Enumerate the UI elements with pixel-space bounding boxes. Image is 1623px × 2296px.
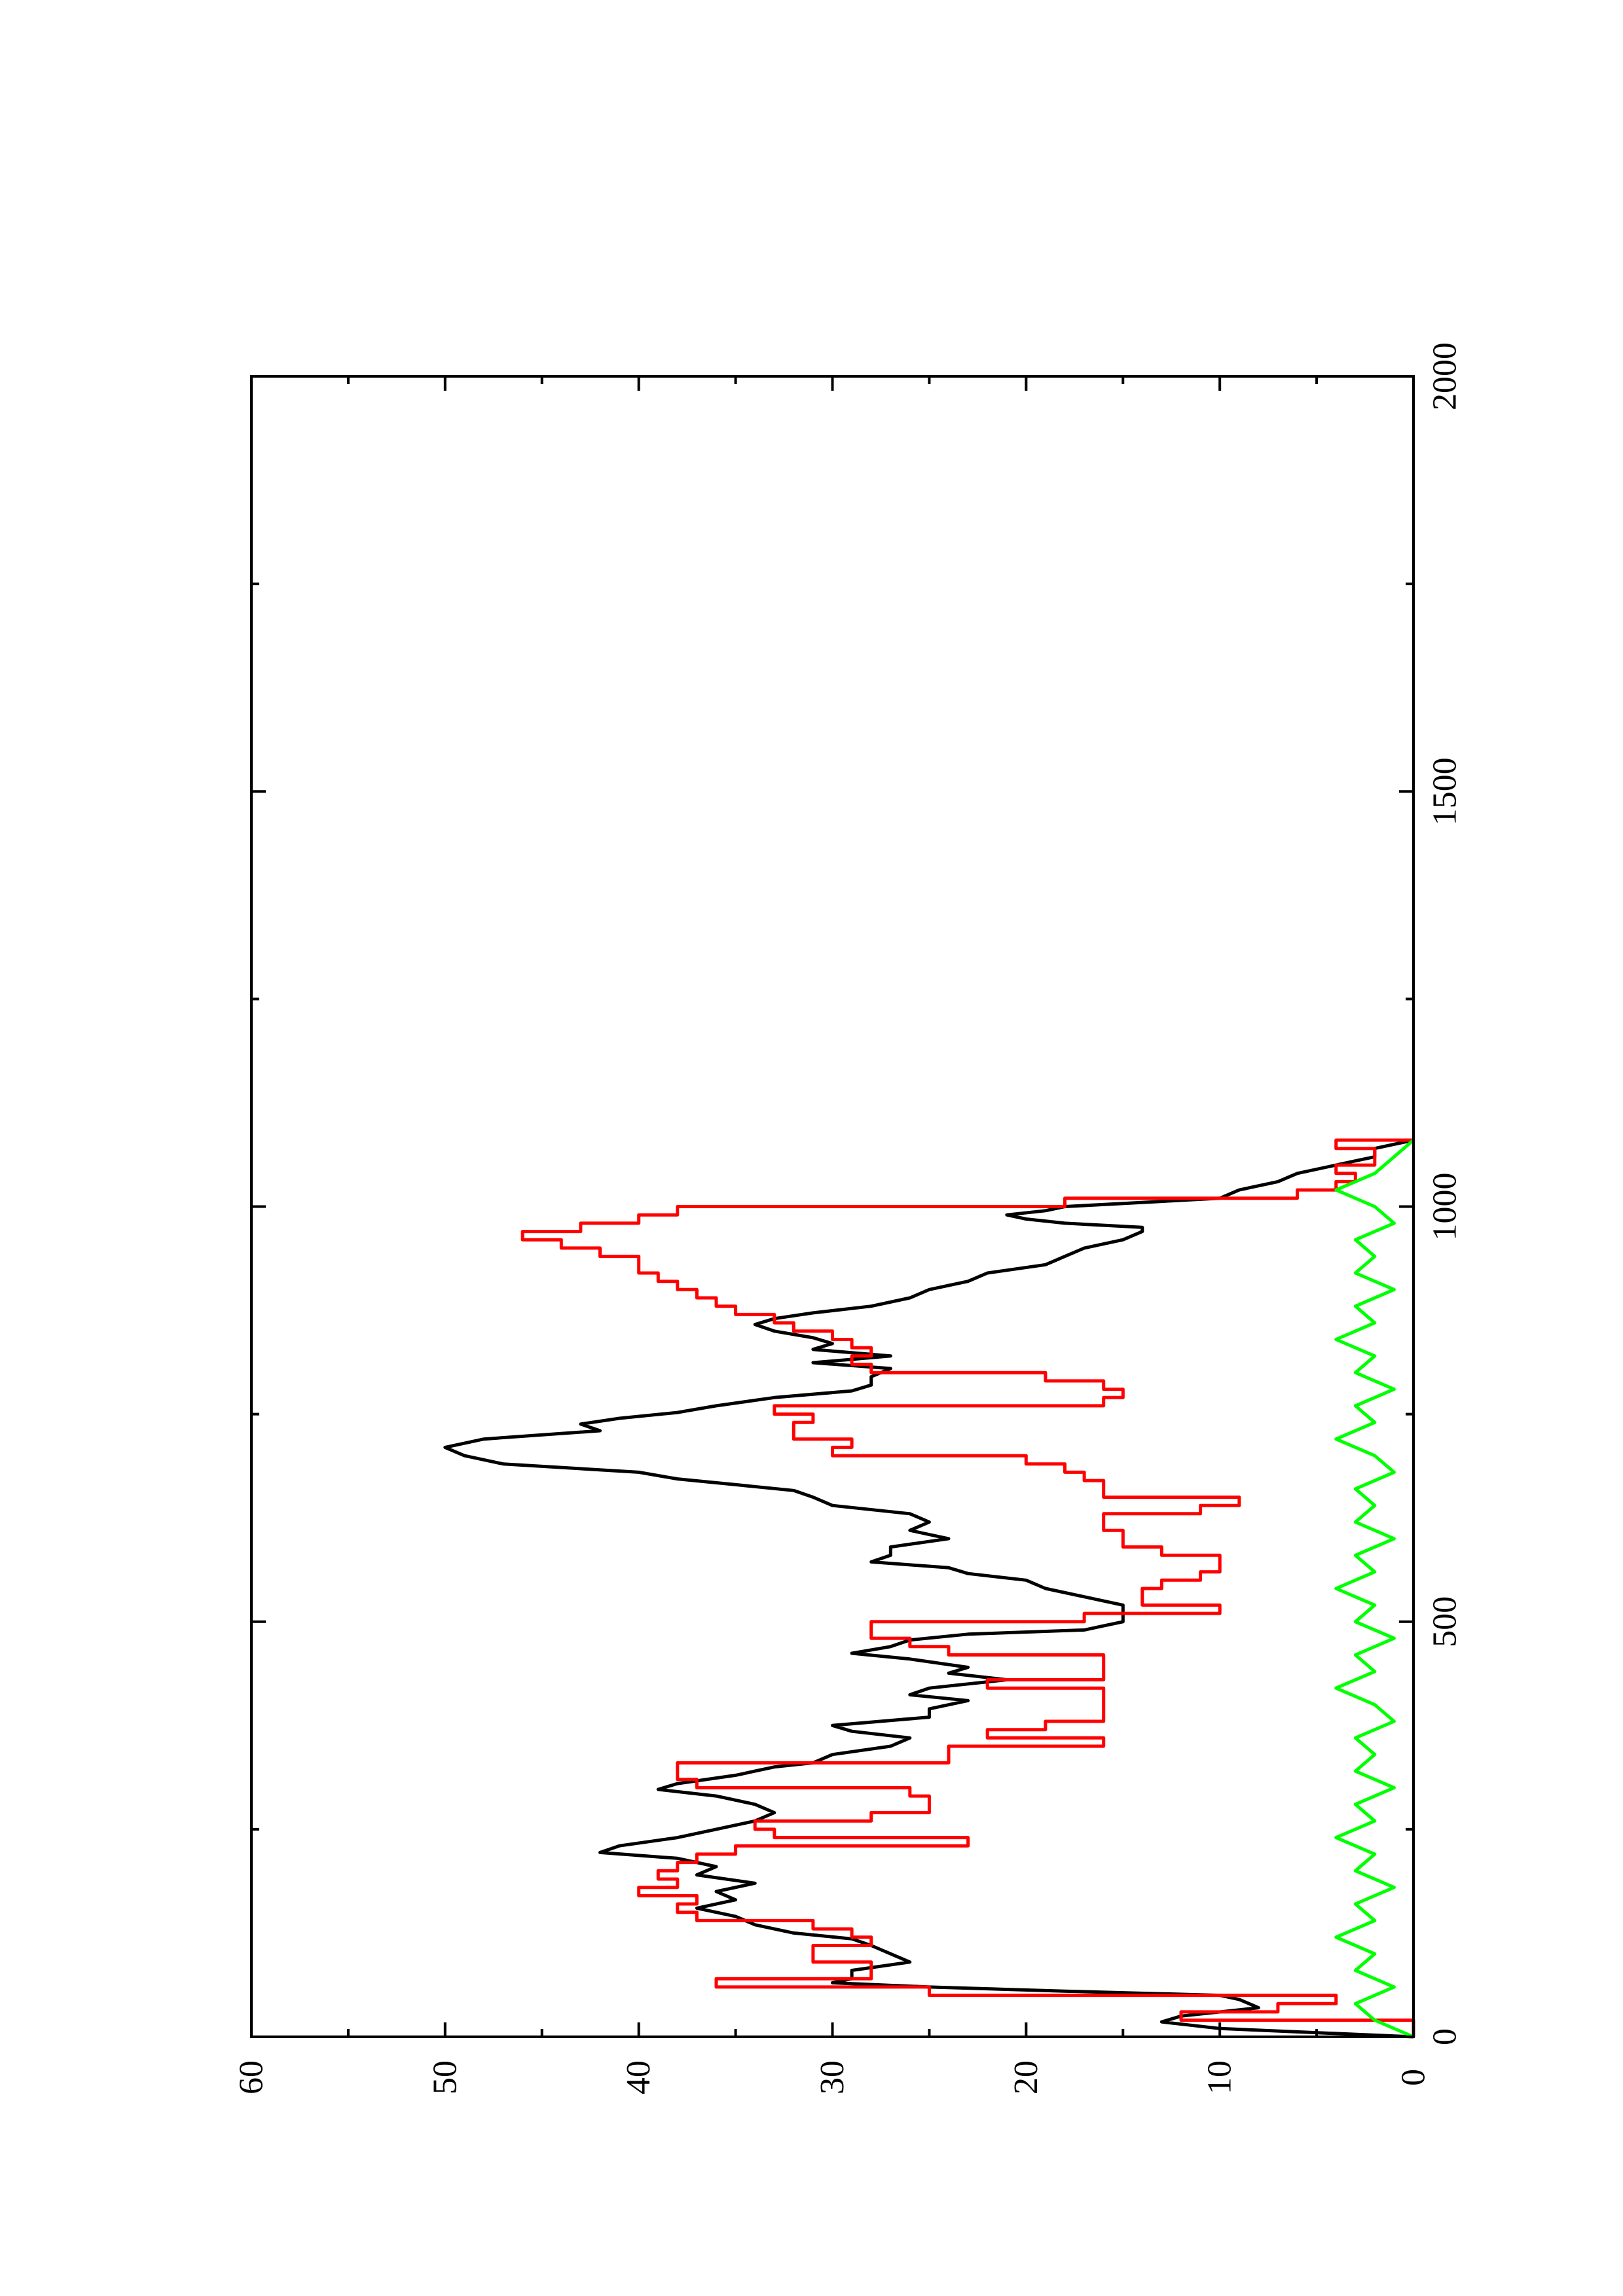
x-tick-label: 500 [1427, 1596, 1464, 1647]
x-tick-label: 1000 [1427, 1173, 1464, 1241]
plot-frame [250, 375, 1415, 2038]
labels-layer: 0 500 1000 1500 2000 0 10 20 30 40 50 60 [233, 342, 1464, 2094]
series-1-line [443, 1138, 1414, 2039]
series-layer [443, 1138, 1415, 2039]
y-tick-label: 20 [1008, 2060, 1045, 2094]
series-3-line [1334, 1139, 1415, 2039]
series-2-line [520, 1138, 1415, 2037]
y-tick-label: 30 [814, 2060, 851, 2094]
y-tick-label: 10 [1201, 2060, 1239, 2094]
x-tick-label: 2000 [1427, 342, 1464, 410]
x-tick-label: 0 [1427, 2028, 1464, 2045]
y-tick-label: 60 [233, 2060, 270, 2094]
y-tick-label: 0 [1395, 2069, 1432, 2086]
y-tick-label: 40 [620, 2060, 657, 2094]
x-tick-label: 1500 [1427, 757, 1464, 825]
y-tick-label: 50 [426, 2060, 464, 2094]
